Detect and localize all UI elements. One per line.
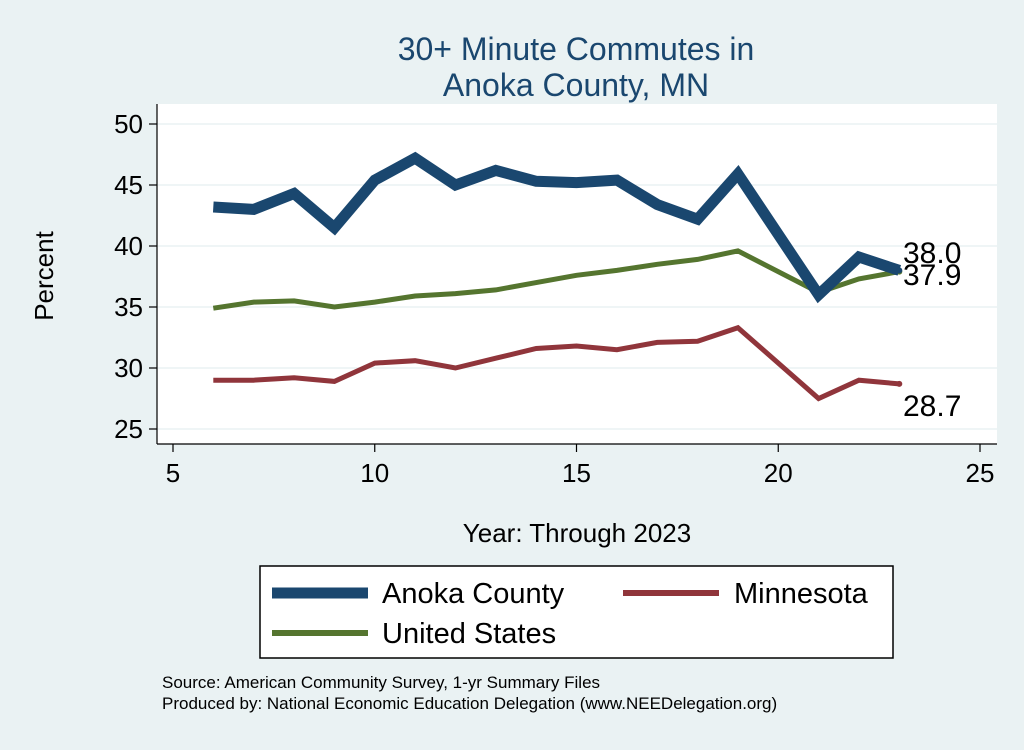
x-tick-label: 5 [166,458,180,488]
grid-lines [157,123,997,430]
series-line-anoka-county [212,151,902,304]
series-layer [212,151,903,402]
chart-title-line-1: 30+ Minute Commutes in [398,31,755,67]
legend-label-minnesota: Minnesota [734,578,869,610]
y-tick-label: 40 [114,231,143,261]
x-axis-label: Year: Through 2023 [463,518,691,548]
y-tick-label: 45 [114,170,143,200]
producer-note: Produced by: National Economic Education… [162,694,777,713]
y-axis-label: Percent [29,230,59,320]
chart-title-line-2: Anoka County, MN [443,67,709,103]
legend: Anoka County Minnesota United States [259,565,894,659]
end-label-anoka-county: 38.0 [903,237,961,270]
source-note: Source: American Community Survey, 1-yr … [162,673,600,692]
y-tick-label: 35 [114,292,143,322]
series-end-point-anoka-county [896,267,903,274]
legend-box [259,565,894,659]
y-axis: 25 30 35 40 45 50 [114,104,158,444]
x-tick-label: 10 [360,458,389,488]
legend-label-united-states: United States [382,618,556,650]
x-tick-label: 15 [562,458,591,488]
end-label-united-states: 37.9 [903,259,961,292]
legend-label-anoka-county: Anoka County [382,578,565,610]
end-label-minnesota: 28.7 [903,390,961,423]
x-axis: 5 10 15 20 25 [157,443,997,488]
series-line-united-states [212,248,900,311]
y-tick-label: 30 [114,353,143,383]
end-labels: 38.037.9 28.7 [903,237,961,423]
y-tick-label: 25 [114,414,143,444]
y-tick-label: 50 [114,109,143,139]
series-end-point-minnesota [896,380,903,387]
series-line-minnesota [213,324,900,402]
x-tick-label: 25 [966,458,995,488]
x-tick-label: 20 [764,458,793,488]
